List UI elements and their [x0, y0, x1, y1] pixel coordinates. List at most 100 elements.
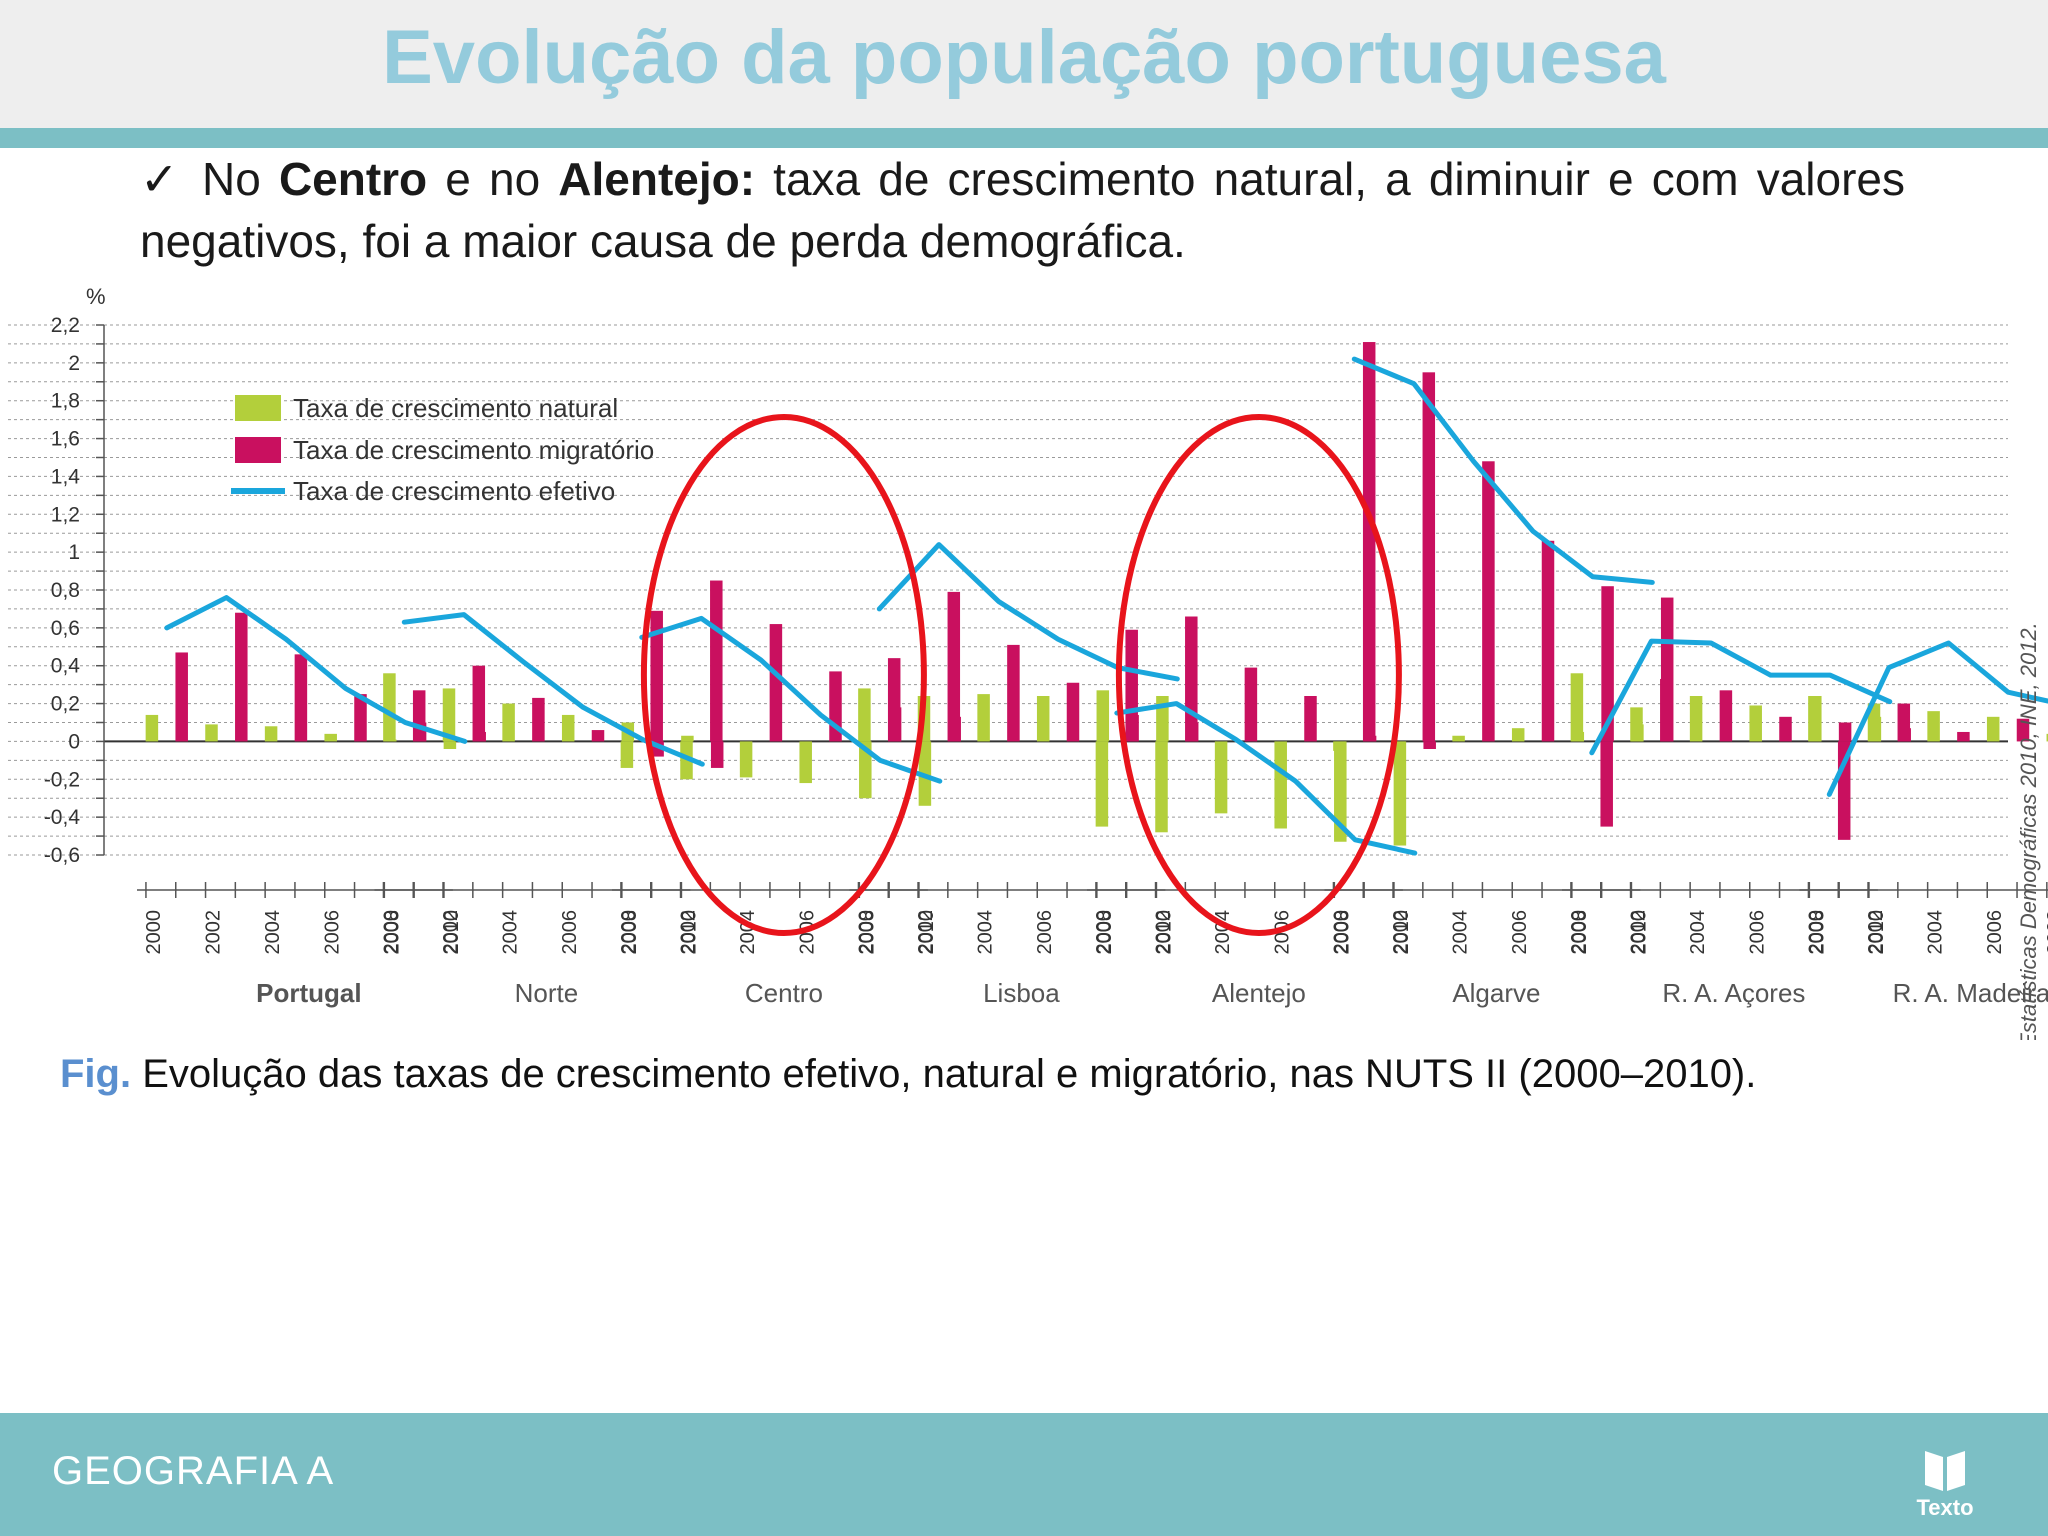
bar-migratorio — [1304, 696, 1317, 742]
bar-natural — [1452, 735, 1465, 742]
bar-migratorio — [769, 624, 783, 742]
bar-natural — [1334, 741, 1347, 842]
bar-natural — [977, 694, 990, 742]
bar-migratorio — [591, 730, 605, 742]
bar-migratorio — [1066, 682, 1080, 742]
bar-migratorio — [1423, 741, 1436, 749]
bar-natural — [442, 688, 456, 742]
y-tick-label: 1,2 — [51, 503, 80, 526]
bar-migratorio — [1362, 342, 1376, 742]
x-tick-label: 2010 — [1153, 910, 1175, 955]
bar-natural — [145, 714, 159, 742]
y-tick-label: 1 — [68, 541, 80, 564]
y-tick-label: 1,8 — [51, 390, 80, 413]
bar-natural — [799, 741, 812, 784]
x-tick-label: 2002 — [1865, 910, 1887, 955]
x-tick-label: 2008 — [1094, 910, 1116, 955]
source-note: Estatísticas Demográficas 2010, INE, 201… — [2016, 622, 2041, 1040]
bullet-bold-alentejo: Alentejo: — [558, 153, 756, 205]
bar-natural — [620, 741, 634, 768]
x-tick-label: 2000 — [380, 910, 402, 955]
chart-legend: Taxa de crescimento natural Taxa de cresc… — [231, 393, 654, 506]
highlight-ellipses — [640, 414, 1402, 936]
bar-migratorio — [1541, 540, 1555, 742]
bar-migratorio — [650, 610, 663, 742]
x-tick-label: 2010 — [441, 910, 463, 955]
bar-migratorio — [710, 580, 723, 742]
line-efetivo — [1826, 640, 2048, 797]
x-tick-label: 2010 — [1391, 910, 1413, 955]
line-efetivo — [164, 595, 468, 744]
line-efetivo — [1351, 356, 1655, 585]
y-tick-label: 2,2 — [51, 314, 80, 337]
x-tick-label: 2004 — [262, 910, 284, 955]
x-tick-label: 2004 — [1687, 910, 1709, 955]
x-tick-label: 2008 — [2044, 910, 2048, 955]
x-tick-label: 2000 — [855, 910, 877, 955]
y-tick-label: 0,4 — [51, 655, 81, 678]
bar-natural — [561, 714, 575, 742]
x-tick-label: 2002 — [1153, 910, 1175, 955]
y-axis: % 2,2 2 1,8 1,6 1,4 1,2 1 0,8 0,6 0,4 0,2 0 -0,2 -0,4 -… — [44, 284, 106, 867]
x-tick-label: 2002 — [915, 910, 937, 955]
bar-natural — [681, 735, 694, 742]
bar-migratorio — [1660, 678, 1673, 742]
bar-natural — [1096, 690, 1110, 742]
x-tick-label: 2000 — [618, 910, 640, 955]
bar-natural — [1333, 741, 1346, 751]
bar-migratorio — [1600, 741, 1613, 827]
x-tick-label: 2008 — [1331, 910, 1353, 955]
x-tick-label: 2006 — [1034, 910, 1056, 955]
y-tick-label: 0,2 — [51, 693, 80, 716]
y-tick-label: 0 — [68, 730, 80, 753]
x-tick-label: 2008 — [856, 910, 878, 955]
bar-natural — [1036, 696, 1050, 742]
bar-migratorio — [1601, 586, 1614, 742]
bar-migratorio — [1125, 629, 1138, 742]
bar-migratorio — [294, 654, 308, 742]
bar-natural — [1749, 705, 1762, 742]
bar-migratorio — [235, 612, 248, 742]
caption-text: Evolução das taxas de crescimento efetiv… — [131, 1052, 1757, 1096]
x-tick-label: 2010 — [916, 910, 938, 955]
region-label: Alentejo — [1212, 978, 1306, 1008]
bar-migratorio — [1007, 644, 1020, 742]
bar-natural — [1570, 673, 1584, 742]
bar-migratorio — [2016, 718, 2030, 742]
bullet-part-3: taxa de crescimento natural, a diminuir … — [140, 153, 1906, 267]
caption-fig-label: Fig. — [60, 1052, 132, 1096]
bar-natural — [2046, 733, 2048, 742]
legend-label-natural: Taxa de crescimento natural — [293, 393, 618, 423]
bar-natural — [739, 741, 753, 778]
chart-lines — [164, 356, 2048, 856]
bar-migratorio — [532, 697, 545, 742]
bullet-part-1: No — [202, 153, 279, 205]
x-tick-label: 2008 — [381, 910, 403, 955]
line-efetivo — [1589, 638, 1893, 756]
region-label: Centro — [745, 978, 823, 1008]
y-tick-label: -0,2 — [44, 768, 80, 791]
bar-migratorio — [1897, 703, 1911, 742]
region-label: R. A. Açores — [1662, 978, 1805, 1008]
x-tick-label: 2006 — [559, 910, 581, 955]
x-tick-label: 2004 — [1450, 910, 1472, 955]
y-tick-label: -0,6 — [44, 844, 80, 867]
line-efetivo — [401, 612, 705, 767]
book-icon: Texto — [1916, 1451, 1974, 1519]
region-label: Portugal — [256, 978, 361, 1008]
logo-text: Texto — [1916, 1495, 1973, 1519]
x-tick-label: 2002 — [203, 910, 225, 955]
bar-natural — [1155, 741, 1168, 833]
bar-natural — [1214, 741, 1228, 814]
y-tick-label: 1,6 — [51, 428, 80, 451]
x-tick-label: 2000 — [1805, 910, 1827, 955]
figure-caption: Fig. Evolução das taxas de crescimento e… — [60, 1052, 2010, 1097]
x-tick-label: 2002 — [1390, 910, 1412, 955]
x-tick-label: 2002 — [440, 910, 462, 955]
bar-migratorio — [412, 690, 426, 742]
bar-migratorio — [1244, 667, 1258, 742]
region-label: Norte — [515, 978, 579, 1008]
legend-label-efetivo: Taxa de crescimento efetivo — [293, 476, 615, 506]
x-tick-label: 2004 — [500, 910, 522, 955]
x-tick-label: 2004 — [737, 910, 759, 955]
